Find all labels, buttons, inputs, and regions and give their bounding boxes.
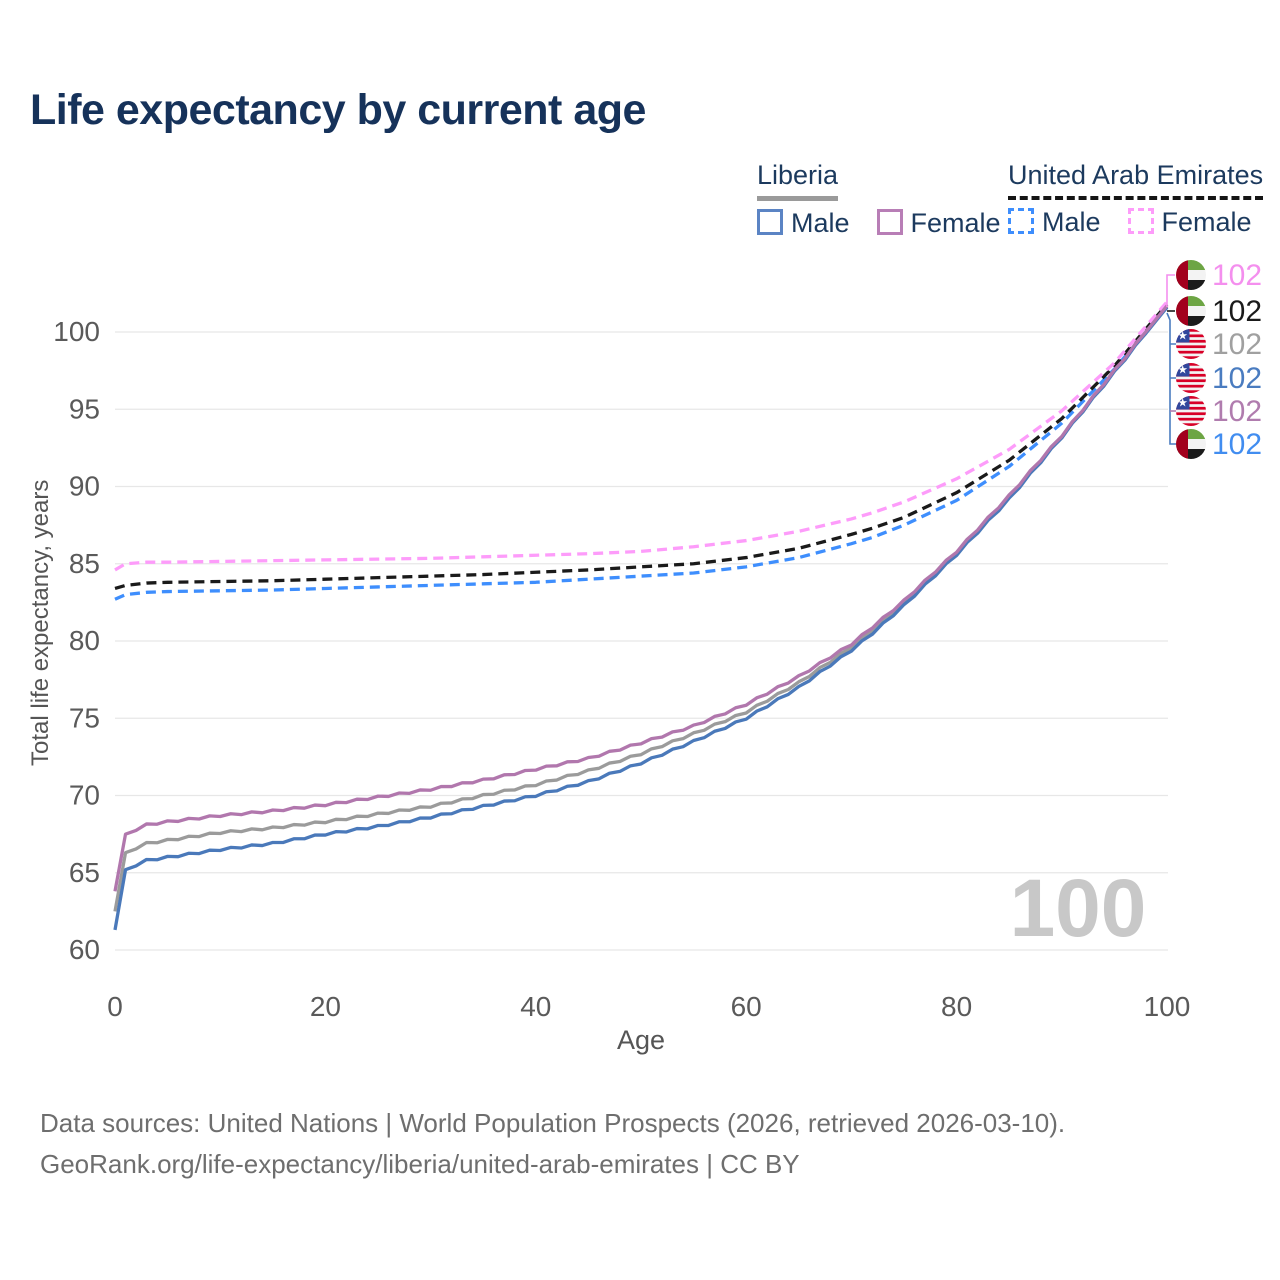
legend-country-liberia[interactable]: Liberia [757, 160, 839, 201]
y-tick-label: 100 [53, 316, 100, 347]
y-tick-label: 80 [69, 625, 100, 656]
flag-uae-icon [1176, 296, 1206, 326]
y-tick-label: 85 [69, 548, 100, 579]
legend-swatch-uae-female[interactable] [1127, 208, 1154, 234]
end-label-value: 102 [1212, 395, 1262, 428]
flag-liberia-icon [1176, 363, 1206, 393]
footer-data-sources: Data sources: United Nations | World Pop… [40, 1108, 1066, 1138]
y-tick-label: 60 [69, 934, 100, 965]
end-label-liberia-female: 102 [1176, 395, 1262, 428]
x-tick-label: 60 [731, 991, 762, 1022]
legend-swatch-liberia-female[interactable] [876, 209, 903, 235]
series-liberia-total [113, 305, 1169, 912]
y-tick-label: 75 [69, 702, 100, 733]
end-label-value: 102 [1212, 259, 1262, 292]
end-label-uae-female: 102 [1176, 259, 1262, 292]
legend-group-liberia: Liberia Male Female [757, 160, 1028, 239]
leader-line [1166, 312, 1176, 445]
footer-attribution: GeoRank.org/life-expectancy/liberia/unit… [40, 1149, 800, 1179]
footer: Data sources: United Nations | World Pop… [40, 1103, 1065, 1185]
legend-country-uae[interactable]: United Arab Emirates [1008, 160, 1264, 200]
end-label-uae-male: 102 [1176, 428, 1262, 461]
legend-label-uae-male[interactable]: Male [1042, 207, 1101, 237]
age-watermark: 100 [1009, 863, 1147, 954]
x-tick-label: 20 [310, 991, 341, 1022]
leader-line [1166, 274, 1175, 307]
legend-label-liberia-male[interactable]: Male [791, 208, 850, 238]
end-label-value: 102 [1212, 295, 1262, 328]
series-uae-total [114, 303, 1169, 591]
end-label-value: 102 [1212, 362, 1262, 395]
legend-label-uae-female[interactable]: Female [1161, 207, 1252, 237]
end-label-value: 102 [1212, 428, 1262, 461]
end-label-value: 102 [1212, 328, 1262, 361]
end-label-uae-total: 102 [1176, 295, 1262, 328]
flag-uae-icon [1176, 260, 1206, 290]
x-tick-label: 0 [107, 991, 123, 1022]
series-liberia-female [113, 304, 1169, 892]
y-tick-label: 95 [69, 393, 100, 424]
legend-group-uae: United Arab Emirates Male Female [1008, 160, 1279, 238]
series-uae-male [114, 306, 1169, 601]
x-tick-label: 80 [941, 991, 972, 1022]
flag-liberia-icon [1176, 396, 1206, 426]
y-tick-label: 90 [69, 471, 100, 502]
end-label-liberia-male: 102 [1176, 362, 1262, 395]
series-liberia-male [113, 306, 1169, 931]
y-axis-title: Total life expectancy, years [27, 479, 54, 766]
flag-uae-icon [1176, 429, 1206, 459]
legend-label-liberia-female[interactable]: Female [910, 208, 1001, 238]
x-axis-title: Age [616, 1025, 666, 1055]
flag-liberia-icon [1176, 329, 1206, 359]
y-tick-label: 65 [69, 857, 100, 888]
series-uae-female [114, 300, 1169, 572]
legend-swatch-uae-male[interactable] [1008, 208, 1034, 234]
x-tick-label: 40 [520, 991, 551, 1022]
legend-swatch-liberia-male[interactable] [757, 209, 783, 235]
end-label-liberia-total: 102 [1176, 328, 1262, 361]
y-tick-label: 70 [69, 780, 100, 811]
page-title: Life expectancy by current age [30, 86, 646, 134]
x-tick-label: 100 [1144, 991, 1191, 1022]
